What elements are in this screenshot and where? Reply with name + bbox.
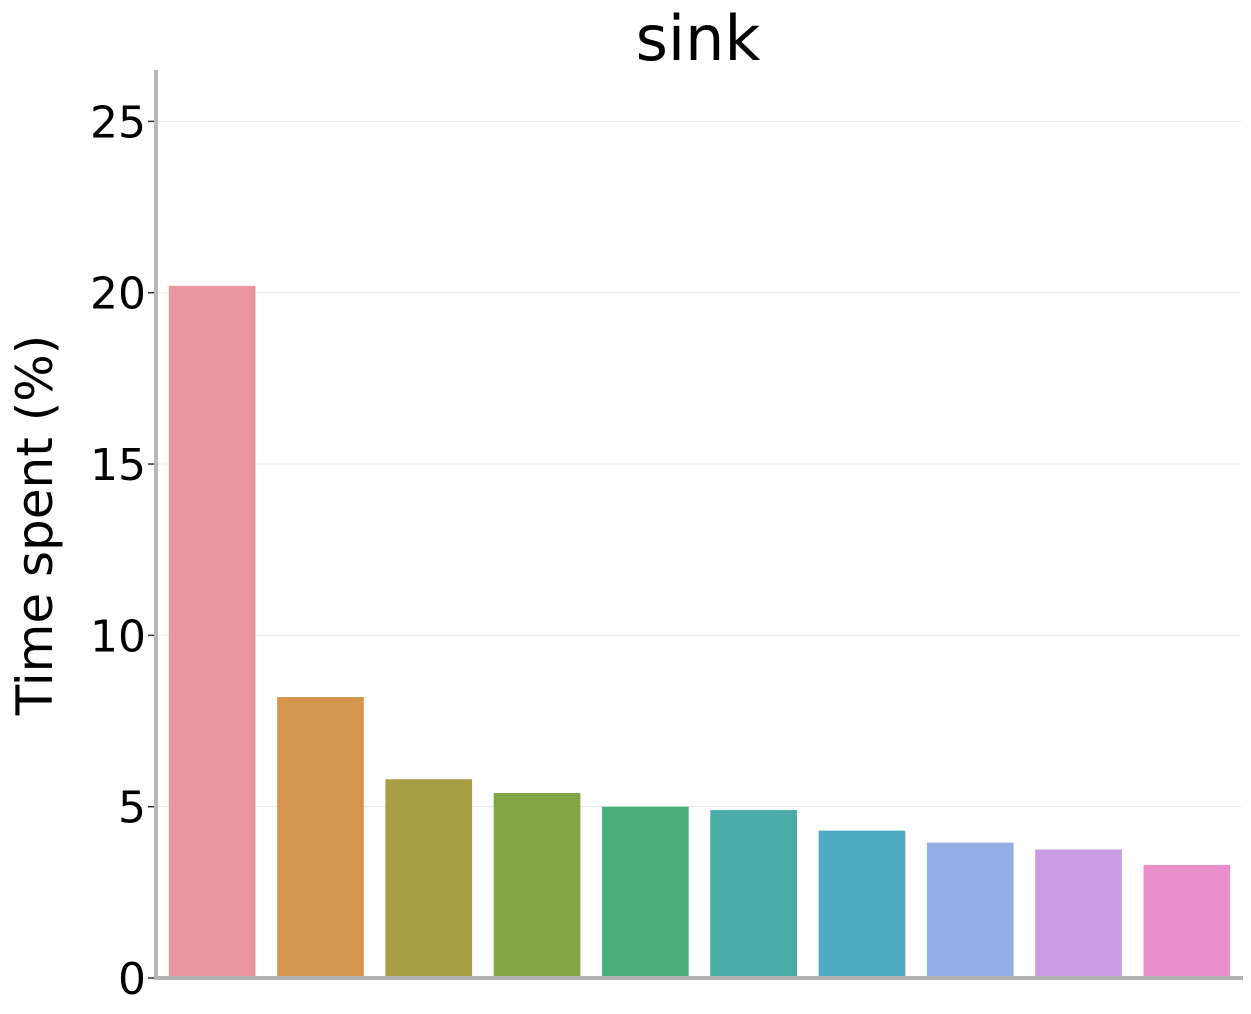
chart-title: sink [636, 2, 761, 75]
y-tick-label: 10 [90, 611, 146, 662]
bar [926, 842, 1014, 978]
bar [1035, 849, 1122, 978]
y-tick-label: 0 [118, 954, 146, 1005]
y-tick-label: 5 [118, 783, 146, 834]
bar [602, 806, 689, 978]
y-tick-label: 25 [90, 97, 146, 148]
bar [168, 285, 256, 978]
y-axis-ticks: 0 5 10 15 20 25 [90, 97, 156, 1005]
grid-lines [158, 120, 1241, 808]
bar [818, 830, 906, 978]
bars [168, 285, 1231, 978]
y-tick-label: 15 [90, 440, 146, 491]
bar [385, 779, 473, 978]
bar [710, 810, 797, 978]
bar [1143, 864, 1231, 978]
bar [277, 697, 364, 978]
y-tick-label: 20 [90, 269, 146, 320]
y-axis-label: Time spent (%) [6, 335, 64, 717]
bar [493, 792, 581, 978]
